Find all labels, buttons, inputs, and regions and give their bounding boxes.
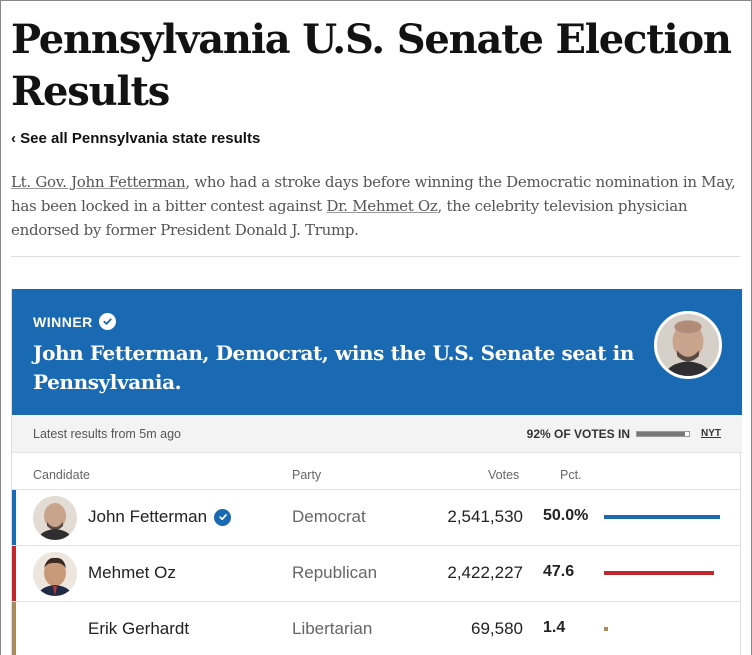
votes-in-progress	[636, 431, 690, 437]
candidate-votes: 2,422,227	[447, 563, 523, 582]
candidate-name-text: John Fetterman	[88, 507, 208, 526]
table-row: Mehmet Oz Republican 2,422,227 47.6	[12, 545, 742, 602]
oz-link[interactable]: Dr. Mehmet Oz	[326, 197, 438, 215]
fetterman-link[interactable]: Lt. Gov. John Fetterman	[11, 173, 186, 191]
check-icon	[98, 313, 116, 330]
votes-in-progress-fill	[637, 432, 685, 436]
winner-check-icon	[214, 508, 232, 526]
state-results-link[interactable]: ‹ See all Pennsylvania state results	[11, 130, 261, 147]
divider	[11, 256, 740, 257]
latest-update: Latest results from 5m ago	[33, 427, 181, 441]
intro-text-1: , who had a stroke days before winning t…	[11, 173, 736, 215]
party-color-bar	[12, 602, 16, 655]
fetterman-photo	[33, 496, 77, 540]
candidate-party: Libertarian	[292, 619, 373, 638]
header-votes: Votes	[488, 468, 520, 482]
candidate-votes: 2,541,530	[447, 507, 523, 526]
candidate-name-text: Erik Gerhardt	[88, 619, 190, 638]
candidate-name: Mehmet Oz	[88, 563, 176, 583]
intro-text-2: , the celebrity television physician end…	[11, 197, 688, 239]
party-color-bar	[12, 546, 16, 602]
winner-banner: WINNER John Fetterman, Democrat, wins th…	[12, 289, 742, 415]
header-party: Party	[292, 468, 322, 482]
candidate-pct: 47.6	[543, 563, 575, 580]
header-pct: Pct.	[560, 468, 582, 482]
candidate-votes: 69,580	[471, 619, 523, 638]
results-card: WINNER John Fetterman, Democrat, wins th…	[11, 289, 742, 655]
oz-photo	[33, 552, 77, 596]
vote-share-bar	[604, 571, 715, 575]
votes-in-label: 92% OF VOTES IN	[526, 427, 630, 441]
source-link[interactable]: NYT	[701, 428, 721, 439]
winner-photo	[654, 311, 722, 379]
winner-headline: John Fetterman, Democrat, wins the U.S. …	[33, 341, 634, 394]
table-row: John Fetterman Democrat 2,541,530 50.0%	[12, 489, 742, 546]
candidate-pct: 50.0%	[543, 507, 589, 524]
intro-paragraph: Lt. Gov. John Fetterman, who had a strok…	[11, 170, 746, 242]
vote-share-bar	[604, 627, 608, 631]
candidate-party: Republican	[292, 563, 378, 582]
votes-in: 92% OF VOTES IN	[527, 427, 690, 441]
candidate-name: Erik Gerhardt	[88, 619, 189, 639]
candidate-name-text: Mehmet Oz	[88, 563, 176, 582]
party-color-bar	[12, 490, 16, 546]
candidate-party: Democrat	[292, 507, 366, 526]
table-row: Erik Gerhardt Libertarian 69,580 1.4	[12, 601, 742, 655]
winner-label: WINNER	[33, 313, 116, 330]
candidate-pct: 1.4	[543, 619, 566, 636]
vote-share-bar	[604, 515, 720, 519]
page-title: Pennsylvania U.S. Senate Election Result…	[11, 16, 732, 115]
candidate-name: John Fetterman	[88, 507, 232, 527]
winner-label-text: WINNER	[33, 313, 93, 330]
status-bar: Latest results from 5m ago 92% OF VOTES …	[12, 415, 742, 453]
header-candidate: Candidate	[33, 468, 90, 482]
